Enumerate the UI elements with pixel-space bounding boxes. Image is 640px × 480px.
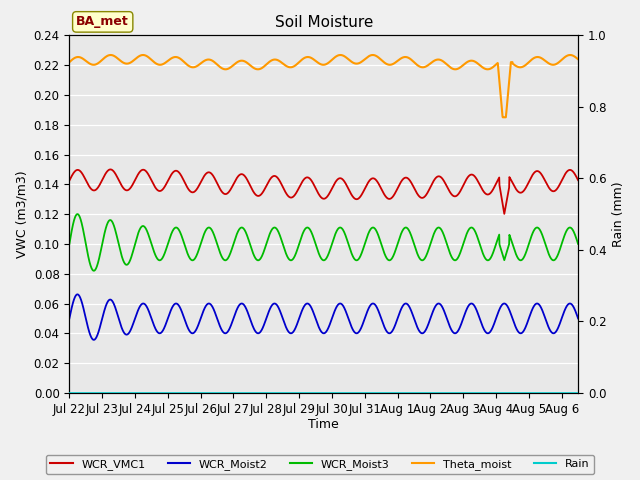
Title: Soil Moisture: Soil Moisture (275, 15, 373, 30)
X-axis label: Time: Time (308, 419, 339, 432)
Y-axis label: VWC (m3/m3): VWC (m3/m3) (15, 170, 28, 258)
Text: BA_met: BA_met (76, 15, 129, 28)
Y-axis label: Rain (mm): Rain (mm) (612, 181, 625, 247)
Legend: WCR_VMC1, WCR_Moist2, WCR_Moist3, Theta_moist, Rain: WCR_VMC1, WCR_Moist2, WCR_Moist3, Theta_… (46, 455, 594, 474)
